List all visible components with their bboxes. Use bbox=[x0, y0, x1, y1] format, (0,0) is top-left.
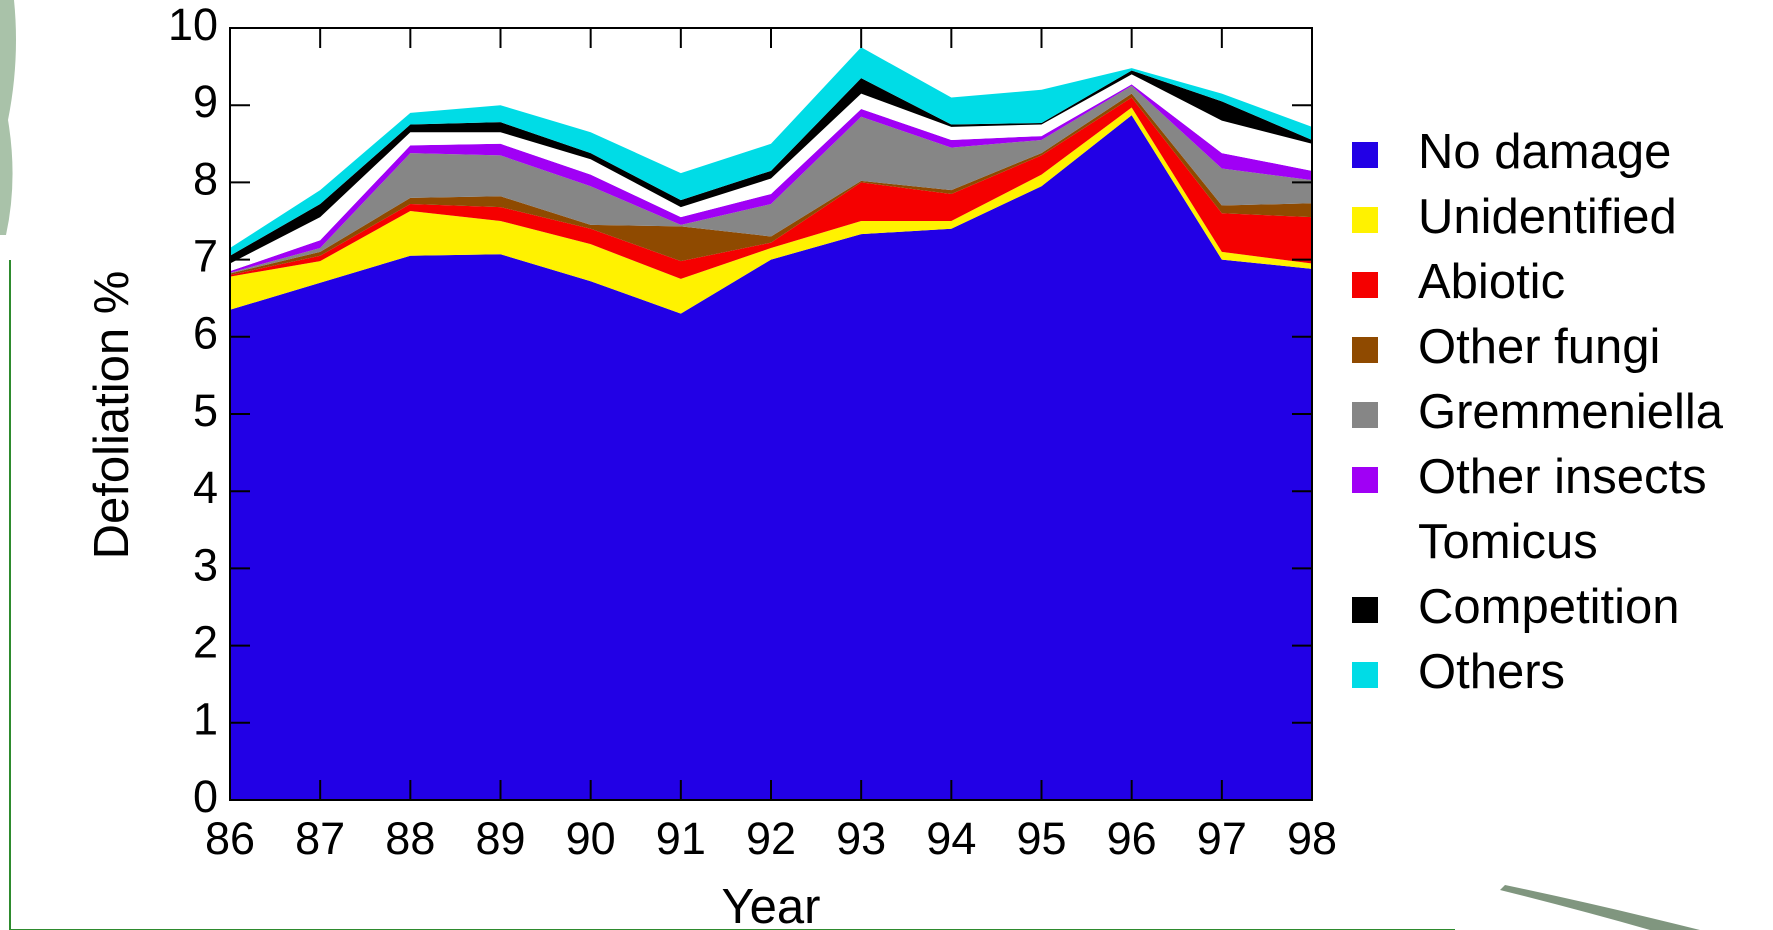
legend-label: Abiotic bbox=[1418, 255, 1565, 309]
chart: Year Defoliation % 868788899091929394959… bbox=[0, 0, 1773, 930]
legend-swatch bbox=[1352, 467, 1378, 493]
legend-label: Others bbox=[1418, 645, 1565, 699]
x-tick-label: 95 bbox=[1016, 813, 1066, 864]
legend-swatch bbox=[1352, 662, 1378, 688]
plot-area bbox=[230, 47, 1312, 800]
legend-label: Other fungi bbox=[1418, 320, 1660, 374]
decor-leaf bbox=[1500, 885, 1700, 930]
x-tick-label: 94 bbox=[926, 813, 976, 864]
y-tick-label: 7 bbox=[193, 230, 218, 281]
legend-label: Other insects bbox=[1418, 450, 1707, 504]
x-tick-label: 92 bbox=[746, 813, 796, 864]
y-tick-label: 5 bbox=[193, 385, 218, 436]
y-tick-label: 0 bbox=[193, 771, 218, 822]
y-tick-label: 9 bbox=[193, 76, 218, 127]
x-tick-label: 97 bbox=[1197, 813, 1247, 864]
legend-swatch bbox=[1352, 337, 1378, 363]
x-tick-label: 93 bbox=[836, 813, 886, 864]
y-tick-label: 1 bbox=[193, 694, 218, 745]
legend-swatch bbox=[1352, 272, 1378, 298]
y-tick-label: 6 bbox=[193, 308, 218, 359]
x-tick-label: 98 bbox=[1287, 813, 1337, 864]
legend-swatch bbox=[1352, 597, 1378, 623]
y-tick-label: 3 bbox=[193, 539, 218, 590]
legend-swatch bbox=[1352, 402, 1378, 428]
y-tick-label: 4 bbox=[193, 462, 218, 513]
legend-swatch bbox=[1352, 207, 1378, 233]
x-tick-label: 89 bbox=[475, 813, 525, 864]
legend-label: Tomicus bbox=[1418, 515, 1598, 569]
legend-swatch bbox=[1352, 532, 1378, 558]
decor-leaf bbox=[0, 0, 16, 235]
legend-label: Unidentified bbox=[1418, 190, 1677, 244]
legend-label: No damage bbox=[1418, 125, 1671, 179]
x-tick-label: 96 bbox=[1107, 813, 1157, 864]
legend-swatch bbox=[1352, 142, 1378, 168]
y-tick-label: 8 bbox=[193, 153, 218, 204]
y-tick-label: 10 bbox=[168, 0, 218, 50]
y-axis-title: Defoliation % bbox=[85, 271, 139, 560]
x-tick-label: 88 bbox=[385, 813, 435, 864]
legend-label: Competition bbox=[1418, 580, 1679, 634]
legend-label: Gremmeniella bbox=[1418, 385, 1724, 439]
x-tick-label: 91 bbox=[656, 813, 706, 864]
x-tick-label: 90 bbox=[566, 813, 616, 864]
y-tick-label: 2 bbox=[193, 616, 218, 667]
x-axis-title: Year bbox=[721, 880, 820, 930]
x-tick-label: 87 bbox=[295, 813, 345, 864]
